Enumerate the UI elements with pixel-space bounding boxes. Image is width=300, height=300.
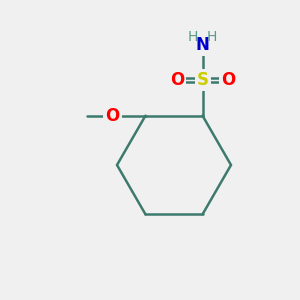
Text: N: N bbox=[196, 36, 209, 54]
Text: S: S bbox=[196, 70, 208, 88]
Text: O: O bbox=[105, 106, 120, 124]
Text: O: O bbox=[170, 70, 184, 88]
Text: H: H bbox=[207, 30, 217, 44]
Text: O: O bbox=[221, 70, 235, 88]
Text: H: H bbox=[188, 30, 198, 44]
